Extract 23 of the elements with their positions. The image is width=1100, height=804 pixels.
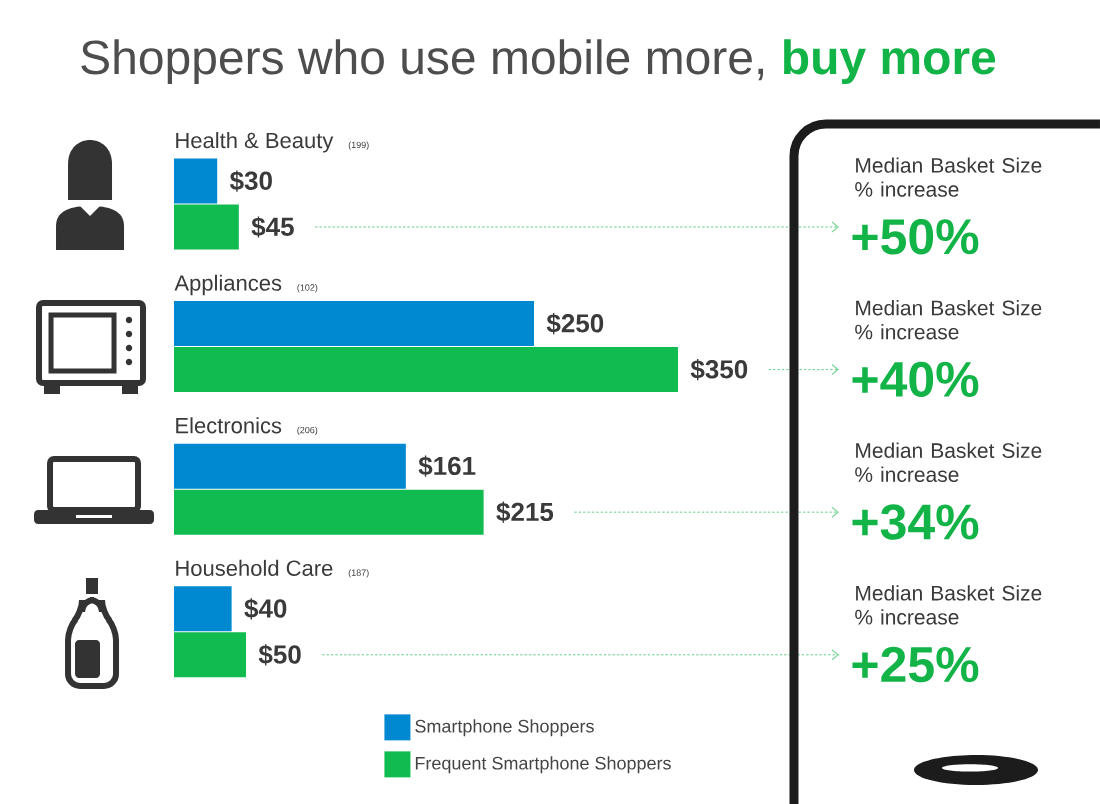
chart-title: Shoppers who use mobile more, buy more [81, 39, 996, 84]
legend-label: Smartphone Shoppers [415, 719, 594, 737]
text: Median Basket Size % increase [855, 299, 1042, 340]
data-label: $250 [546, 312, 604, 335]
text: +25% [852, 646, 979, 683]
data-label: $45 [251, 216, 294, 238]
data-label: $40 [244, 598, 287, 620]
data-label: $350 [690, 358, 748, 381]
text: +50% [852, 219, 979, 255]
data-label: $30 [229, 170, 272, 192]
text: +34% [852, 504, 979, 540]
y-tick-label: Electronics [176, 417, 282, 434]
legend-label: Frequent Smartphone Shoppers [415, 756, 671, 774]
text: Median Basket Size % increase [855, 442, 1042, 483]
data-label: $50 [258, 644, 301, 666]
text: +40% [852, 361, 979, 398]
text: Median Basket Size % increase [855, 585, 1042, 625]
data-label: $215 [496, 501, 554, 523]
y-tick-label: Appliances [174, 274, 282, 296]
y-tick-label: Health & Beauty [176, 132, 334, 153]
y-tick-label: Household Care [176, 559, 333, 576]
text: Median Basket Size % increase [855, 157, 1042, 197]
data-label: $161 [418, 455, 476, 477]
